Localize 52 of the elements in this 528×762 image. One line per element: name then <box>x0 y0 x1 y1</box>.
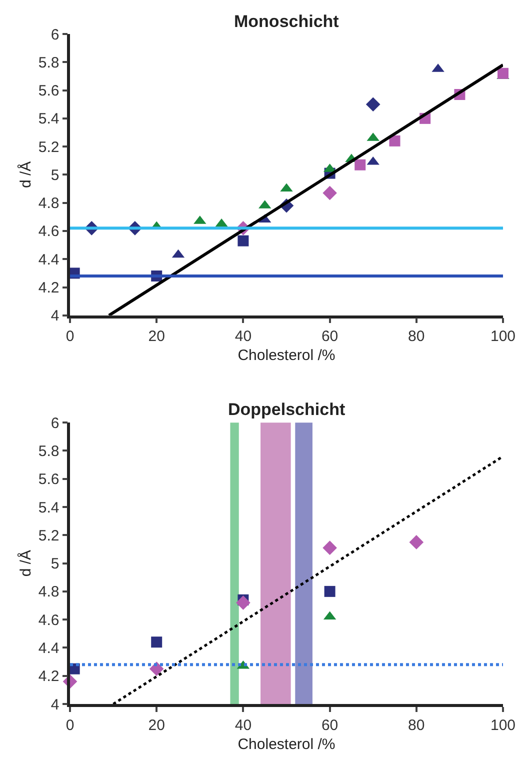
y-tick-label: 6 <box>50 414 60 432</box>
y-tick-label: 4 <box>50 308 60 325</box>
point <box>236 596 250 610</box>
x-axis-title: Cholesterol /% <box>238 736 336 753</box>
y-tick-label: 5.6 <box>38 471 60 488</box>
y-tick-label: 5.4 <box>38 110 60 128</box>
y-tick-label: 5 <box>50 166 60 184</box>
y-tick-label: 4.2 <box>38 280 60 297</box>
x-tick-label: 40 <box>234 328 252 346</box>
x-tick-label: 0 <box>66 328 74 346</box>
y-tick-label: 4 <box>50 696 60 714</box>
point <box>322 540 337 555</box>
y-tick-label: 5.8 <box>38 54 60 72</box>
x-tick-label: 80 <box>408 328 425 346</box>
point <box>238 235 249 246</box>
y-tick-label: 4.4 <box>38 251 60 268</box>
x-tick-label: 60 <box>321 328 338 346</box>
x-tick-label: 20 <box>148 716 165 734</box>
x-tick-label: 100 <box>490 716 516 734</box>
y-tick-label: 5.2 <box>38 138 60 156</box>
y-tick-label: 6 <box>50 26 60 44</box>
point <box>409 535 424 550</box>
x-tick-label: 100 <box>490 328 516 346</box>
point <box>151 636 162 648</box>
x-tick-label: 80 <box>408 716 425 734</box>
x-tick-label: 40 <box>234 716 252 734</box>
y-axis-title: d /Å <box>16 161 35 188</box>
y-tick-label: 5.2 <box>38 527 60 544</box>
x-tick-label: 0 <box>66 716 74 734</box>
point <box>354 159 366 170</box>
point <box>498 68 508 79</box>
x-axis-title: Cholesterol /% <box>238 347 336 364</box>
chart-title: Monoschicht <box>234 12 340 31</box>
point <box>366 97 380 112</box>
y-tick-label: 4.6 <box>38 223 60 240</box>
y-tick-label: 4.2 <box>38 668 60 686</box>
y-tick-label: 5.8 <box>38 442 60 460</box>
y-tick-label: 5.6 <box>38 82 60 100</box>
x-tick-label: 60 <box>321 716 338 734</box>
point <box>324 586 336 597</box>
y-tick-label: 5.4 <box>38 499 60 516</box>
y-axis-title: d /Å <box>16 550 35 577</box>
y-tick-label: 4.8 <box>38 195 60 212</box>
chart-title: Doppelschicht <box>228 400 346 419</box>
point <box>389 135 400 146</box>
y-tick-label: 4.6 <box>38 612 60 629</box>
y-tick-label: 4.4 <box>38 640 60 657</box>
point <box>149 662 164 676</box>
y-tick-label: 5 <box>50 556 60 573</box>
y-tick-label: 4.8 <box>38 584 60 601</box>
x-tick-label: 20 <box>148 328 165 346</box>
point <box>322 186 337 200</box>
